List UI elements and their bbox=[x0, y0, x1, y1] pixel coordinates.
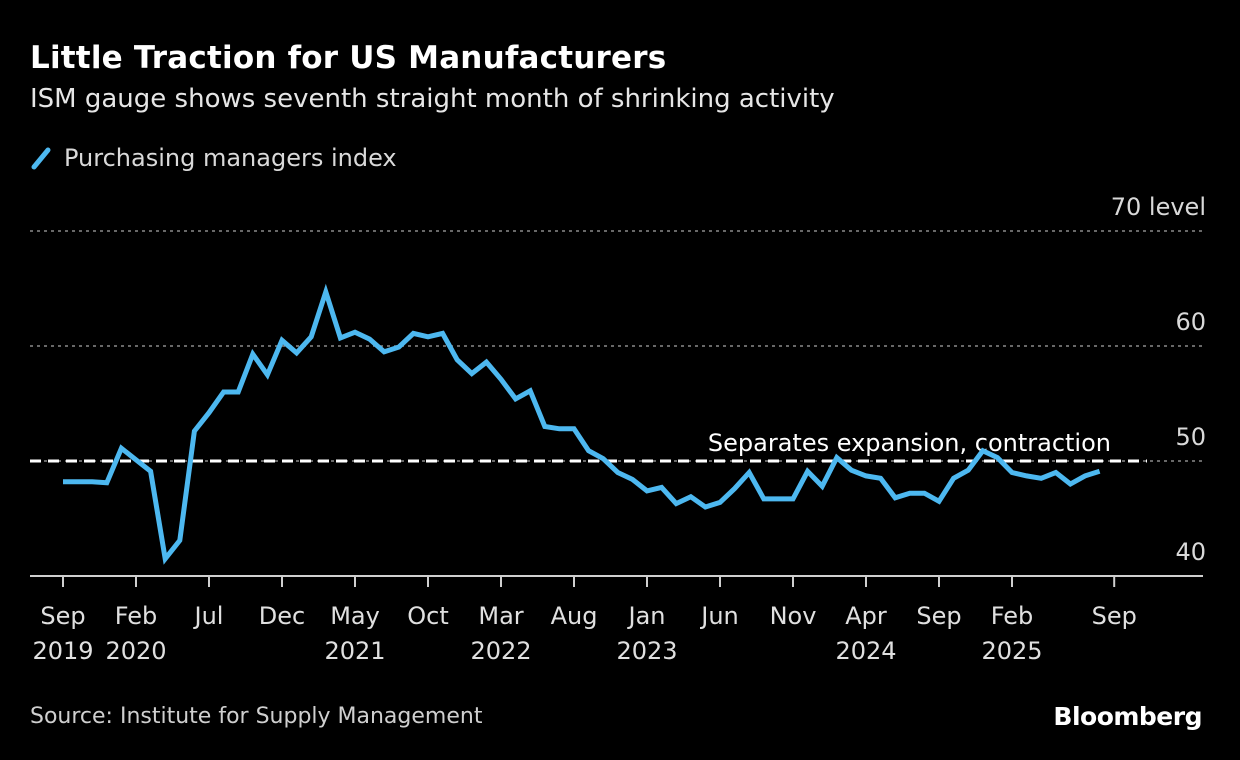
gridlines bbox=[30, 230, 1203, 462]
legend: Purchasing managers index bbox=[30, 144, 397, 172]
x-tick-label: Nov bbox=[770, 602, 817, 630]
legend-label: Purchasing managers index bbox=[64, 144, 397, 172]
chart-title: Little Traction for US Manufacturers bbox=[30, 40, 667, 76]
series-layer bbox=[63, 283, 1101, 565]
y-tick-label: 70 level bbox=[1111, 193, 1206, 221]
x-tick-label: Sep bbox=[40, 602, 85, 630]
x-tick-label: May bbox=[330, 602, 380, 630]
x-tick-label: Sep bbox=[916, 602, 961, 630]
x-tick-year-label: 2025 bbox=[981, 637, 1042, 665]
x-tick-label: Apr bbox=[845, 602, 887, 630]
x-axis: Sep 2019 Feb 2020 Jul Dec May 2021 Oct Mar 2022 Aug… bbox=[30, 575, 1203, 665]
x-tick-label: Mar bbox=[478, 602, 523, 630]
reference-line-label: Separates expansion, contraction bbox=[708, 429, 1111, 457]
diagonal-line-icon bbox=[30, 145, 52, 171]
series-line bbox=[63, 283, 1101, 565]
x-tick-year-label: 2023 bbox=[616, 637, 677, 665]
x-tick-label: Jun bbox=[699, 602, 739, 630]
bloomberg-logo: Bloomberg bbox=[1053, 702, 1202, 731]
x-tick-label: Jul bbox=[193, 602, 224, 630]
reference-line-group: Separates expansion, contraction bbox=[30, 429, 1147, 463]
y-tick-label: 50 bbox=[1175, 423, 1206, 451]
x-tick-label: Feb bbox=[115, 602, 158, 630]
x-tick-label: Aug bbox=[551, 602, 598, 630]
x-tick-year-label: 2024 bbox=[835, 637, 896, 665]
x-tick-year-label: 2020 bbox=[105, 637, 166, 665]
y-tick-label: 40 bbox=[1175, 538, 1206, 566]
source-note: Source: Institute for Supply Management bbox=[30, 704, 483, 729]
x-tick-year-label: 2022 bbox=[470, 637, 531, 665]
x-tick-label: Jan bbox=[627, 602, 666, 630]
x-tick-label: Dec bbox=[259, 602, 305, 630]
x-tick-label: Oct bbox=[407, 602, 449, 630]
y-tick-label: 60 bbox=[1175, 308, 1206, 336]
x-tick-year-label: 2021 bbox=[324, 637, 385, 665]
y-axis-labels: 70 level 60 50 40 bbox=[1111, 193, 1206, 566]
x-tick-label: Sep bbox=[1092, 602, 1137, 630]
x-tick-label: Feb bbox=[991, 602, 1034, 630]
x-tick-year-label: 2019 bbox=[32, 637, 93, 665]
chart-subtitle: ISM gauge shows seventh straight month o… bbox=[30, 84, 835, 114]
